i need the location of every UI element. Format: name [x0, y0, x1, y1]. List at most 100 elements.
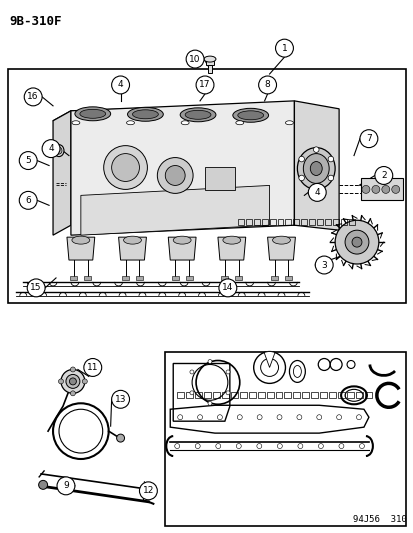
Circle shape: [298, 175, 304, 181]
Bar: [195, 392, 202, 398]
Ellipse shape: [173, 236, 191, 244]
Circle shape: [69, 378, 76, 385]
Text: 94J56  310: 94J56 310: [352, 515, 406, 523]
Bar: [266, 392, 273, 398]
Text: 11: 11: [87, 363, 98, 372]
Bar: [230, 392, 237, 398]
Bar: [84, 276, 91, 280]
Circle shape: [236, 443, 241, 449]
Circle shape: [83, 359, 102, 376]
Circle shape: [336, 415, 341, 419]
Circle shape: [112, 154, 139, 181]
Ellipse shape: [72, 121, 80, 125]
Bar: [346, 392, 353, 398]
Ellipse shape: [123, 236, 141, 244]
Circle shape: [328, 156, 333, 162]
Bar: [325, 219, 330, 225]
Circle shape: [174, 443, 179, 449]
Text: 17: 17: [199, 80, 210, 90]
Circle shape: [195, 443, 200, 449]
Bar: [293, 392, 300, 398]
Ellipse shape: [297, 148, 335, 189]
Bar: [221, 276, 228, 280]
Bar: [316, 219, 323, 225]
Bar: [257, 392, 264, 398]
Circle shape: [24, 88, 42, 106]
Bar: [248, 392, 255, 398]
Bar: [311, 392, 318, 398]
Circle shape: [42, 140, 60, 158]
Circle shape: [374, 166, 392, 184]
Bar: [340, 219, 346, 225]
Polygon shape: [217, 237, 245, 260]
Circle shape: [58, 379, 63, 384]
Polygon shape: [118, 237, 146, 260]
Bar: [204, 166, 234, 190]
Bar: [212, 392, 219, 398]
Bar: [135, 276, 142, 280]
Bar: [301, 219, 306, 225]
Bar: [206, 57, 214, 65]
Circle shape: [38, 480, 47, 489]
Circle shape: [313, 184, 318, 190]
Ellipse shape: [272, 236, 290, 244]
Bar: [253, 219, 259, 225]
Polygon shape: [81, 185, 269, 235]
Bar: [332, 219, 338, 225]
Circle shape: [70, 367, 75, 372]
Circle shape: [359, 130, 377, 148]
Bar: [309, 219, 315, 225]
Circle shape: [66, 375, 80, 389]
Bar: [337, 392, 344, 398]
Ellipse shape: [72, 236, 90, 244]
Text: 13: 13: [114, 395, 126, 404]
Bar: [186, 392, 192, 398]
Circle shape: [215, 443, 220, 449]
Circle shape: [318, 443, 323, 449]
Ellipse shape: [127, 107, 163, 122]
Bar: [177, 392, 184, 398]
Bar: [171, 276, 178, 280]
Wedge shape: [263, 352, 274, 367]
Circle shape: [328, 175, 333, 181]
Bar: [235, 276, 242, 280]
Circle shape: [82, 379, 87, 384]
Bar: [293, 219, 299, 225]
Polygon shape: [267, 237, 295, 260]
Circle shape: [316, 415, 321, 419]
Text: 9: 9: [63, 481, 69, 490]
Bar: [277, 219, 283, 225]
Circle shape: [381, 185, 389, 193]
Polygon shape: [53, 103, 309, 131]
Bar: [360, 179, 402, 200]
Circle shape: [157, 158, 192, 193]
Circle shape: [277, 443, 282, 449]
Circle shape: [177, 415, 182, 419]
Text: 4: 4: [48, 144, 54, 153]
Bar: [122, 276, 129, 280]
Circle shape: [139, 482, 157, 500]
Text: 1: 1: [281, 44, 287, 53]
Text: 7: 7: [365, 134, 371, 143]
Circle shape: [344, 230, 368, 254]
Ellipse shape: [180, 108, 216, 122]
Circle shape: [297, 443, 302, 449]
Bar: [239, 392, 246, 398]
Circle shape: [296, 415, 301, 419]
Circle shape: [70, 391, 75, 396]
Bar: [8, 69, 405, 303]
Circle shape: [196, 76, 214, 94]
Text: 16: 16: [27, 92, 39, 101]
Circle shape: [19, 151, 37, 169]
Bar: [70, 276, 77, 280]
Circle shape: [276, 415, 281, 419]
Circle shape: [19, 191, 37, 209]
Ellipse shape: [222, 236, 240, 244]
Circle shape: [190, 391, 193, 395]
Bar: [348, 219, 354, 225]
Text: 10: 10: [189, 54, 200, 63]
Ellipse shape: [310, 161, 321, 175]
Ellipse shape: [237, 111, 263, 120]
Circle shape: [351, 237, 361, 247]
Circle shape: [371, 185, 379, 193]
